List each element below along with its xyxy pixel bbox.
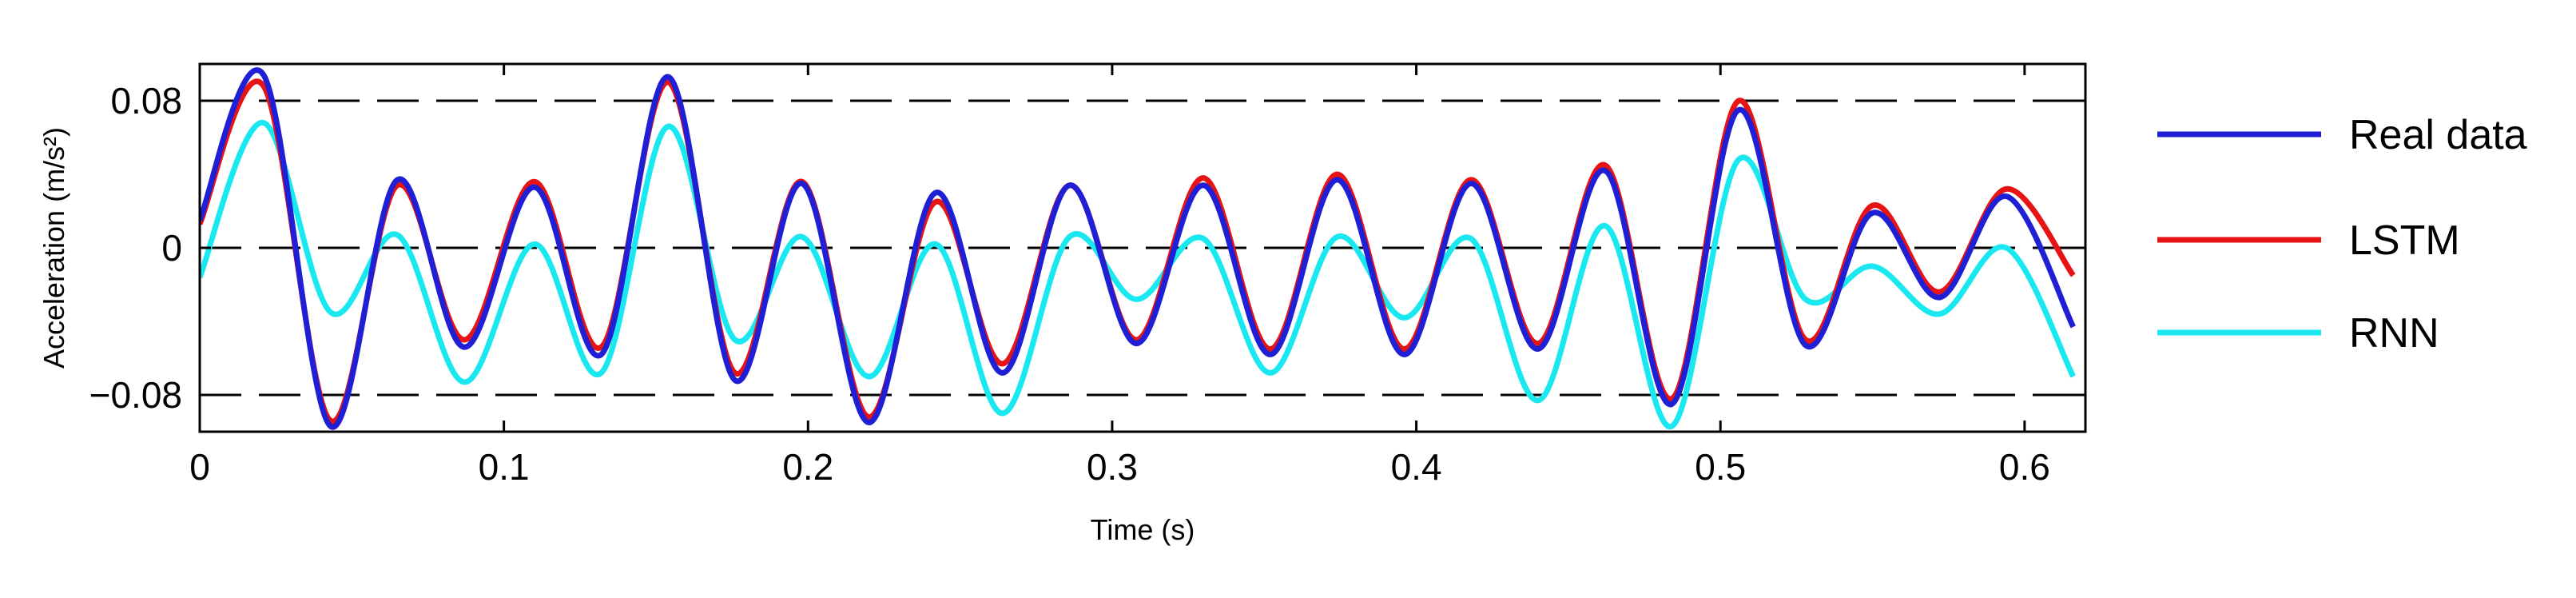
y-tick-label: −0.08: [89, 374, 182, 416]
x-tick-label: 0.6: [1999, 446, 2050, 488]
x-axis-label: Time (s): [1091, 513, 1195, 546]
x-axis: 0 0.1 0.2 0.3 0.4 0.5 0.6: [189, 64, 2050, 488]
x-tick-label: 0.4: [1391, 446, 1442, 488]
y-axis: −0.08 0 0.08: [89, 80, 2085, 416]
y-tick-label: 0: [161, 227, 182, 269]
legend: Real data LSTM RNN: [2157, 112, 2527, 357]
y-axis-label: Acceleration (m/s²): [38, 127, 70, 369]
x-tick-label: 0.5: [1695, 446, 1746, 488]
series-line-rnn: [200, 120, 2076, 429]
series-line-lstm: [200, 78, 2076, 425]
x-tick-label: 0.1: [479, 446, 530, 488]
legend-label-lstm: LSTM: [2349, 217, 2460, 264]
y-tick-label: 0.08: [110, 80, 182, 122]
legend-label-real-data: Real data: [2349, 112, 2527, 158]
series-line-real-data: [200, 67, 2076, 430]
series-layer: [200, 67, 2076, 430]
legend-label-rnn: RNN: [2349, 310, 2439, 357]
reference-lines: [200, 99, 2085, 397]
x-tick-label: 0.2: [782, 446, 833, 488]
x-tick-label: 0: [189, 446, 210, 488]
x-tick-label: 0.3: [1087, 446, 1138, 488]
